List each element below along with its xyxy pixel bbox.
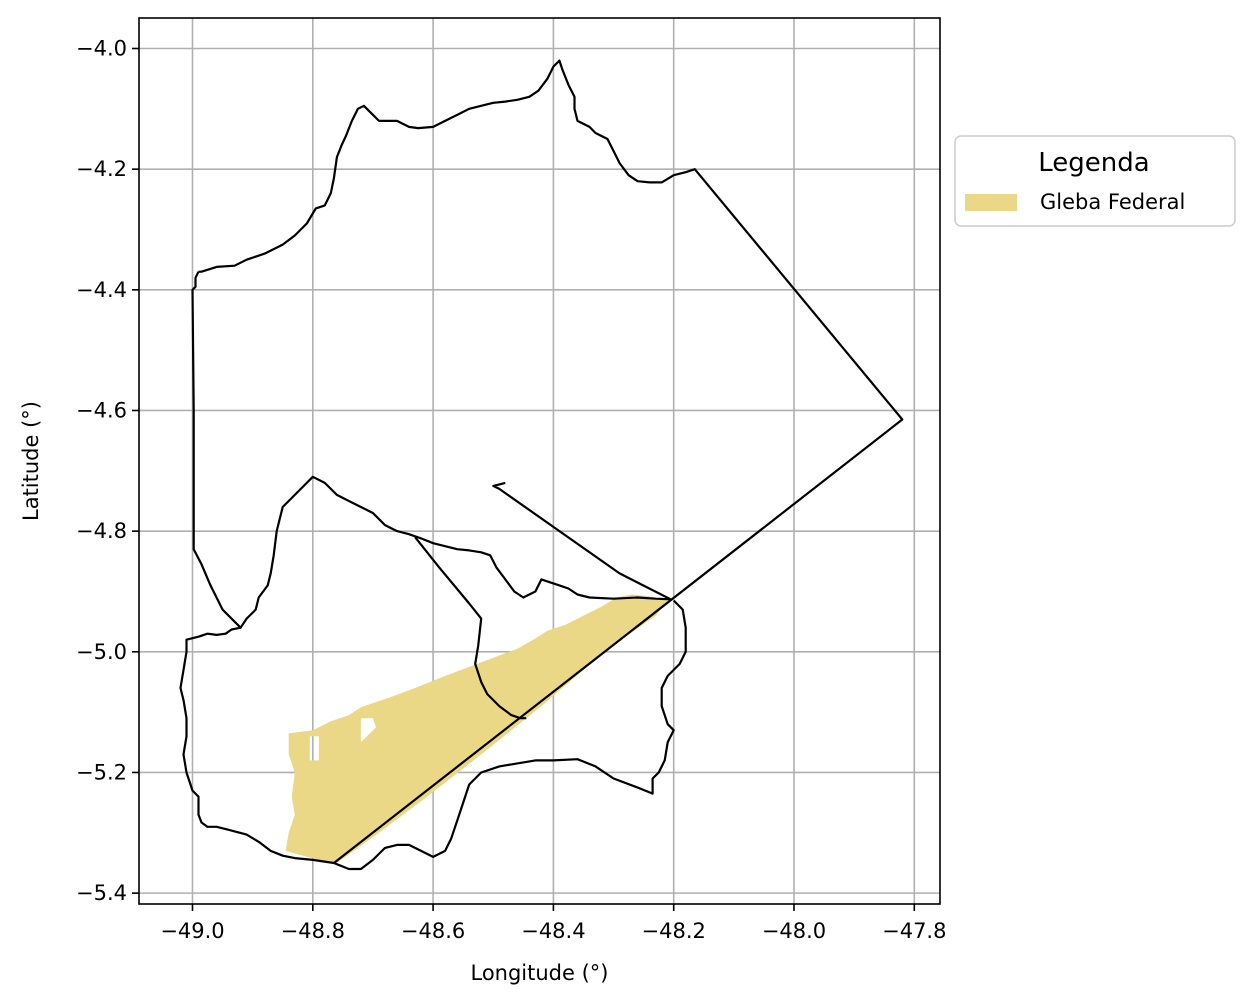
gridlines bbox=[139, 18, 940, 904]
y-tick-label-4: −4.8 bbox=[76, 519, 127, 543]
x-tick-label-4: −48.2 bbox=[642, 919, 706, 943]
x-tick-label-5: −48.0 bbox=[762, 919, 826, 943]
x-axis-label: Longitude (°) bbox=[470, 961, 608, 985]
legend-label-gleba-federal: Gleba Federal bbox=[1040, 190, 1185, 214]
x-tick-label-3: −48.4 bbox=[521, 919, 585, 943]
y-tick-label-1: −4.2 bbox=[76, 157, 127, 181]
legend-swatch-gleba-federal bbox=[965, 194, 1017, 211]
boundary-north-municipality bbox=[179, 59, 904, 865]
y-tick-label-7: −5.4 bbox=[76, 881, 127, 905]
plot-frame bbox=[138, 17, 941, 905]
legend: Legenda Gleba Federal bbox=[954, 135, 1236, 227]
x-tick-label-0: −49.0 bbox=[160, 919, 224, 943]
municipality-boundaries bbox=[179, 59, 904, 871]
y-axis-ticks: −4.0 −4.2 −4.4 −4.6 −4.8 −5.0 −5.2 −5.4 bbox=[76, 37, 139, 905]
boundary-interior-divider bbox=[414, 536, 527, 720]
y-tick-label-6: −5.2 bbox=[76, 760, 127, 784]
x-tick-label-2: −48.6 bbox=[401, 919, 465, 943]
y-tick-label-5: −5.0 bbox=[76, 640, 127, 664]
filled-area-gleba-federal bbox=[285, 594, 668, 863]
x-tick-label-6: −47.8 bbox=[882, 919, 946, 943]
boundary-central-municipality bbox=[239, 475, 672, 629]
gleba-federal-area bbox=[285, 594, 668, 863]
y-tick-label-0: −4.0 bbox=[76, 37, 127, 61]
y-tick-label-2: −4.4 bbox=[76, 278, 127, 302]
y-axis-label: Latitude (°) bbox=[19, 401, 43, 521]
legend-title: Legenda bbox=[1038, 148, 1149, 178]
y-tick-label-3: −4.6 bbox=[76, 398, 127, 422]
boundary-south-lobe bbox=[333, 599, 687, 871]
x-tick-label-1: −48.8 bbox=[281, 919, 345, 943]
x-axis-ticks: −49.0 −48.8 −48.6 −48.4 −48.2 −48.0 −47.8 bbox=[160, 904, 946, 943]
legend-box bbox=[954, 135, 1236, 227]
